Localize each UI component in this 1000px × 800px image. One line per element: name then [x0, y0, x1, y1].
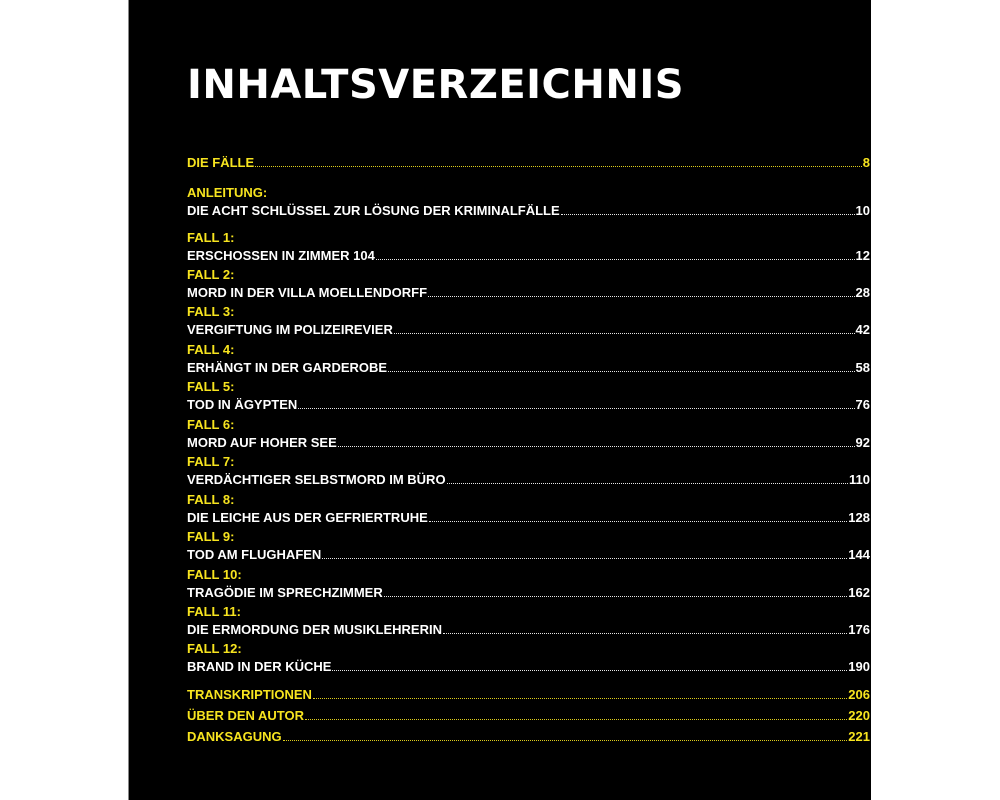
toc-section-label: FALL 1:	[187, 230, 235, 245]
toc-page-number: 10	[855, 203, 870, 218]
toc-page-number: 221	[848, 729, 870, 744]
toc-entry-title: MORD AUF HOHER SEE	[187, 435, 337, 450]
toc-section-label: FALL 3:	[187, 304, 235, 319]
toc-entry[interactable]: ÜBER DEN AUTOR 220	[187, 708, 870, 724]
toc-page-number: 128	[848, 510, 870, 525]
toc-entry-title: BRAND IN DER KÜCHE	[187, 659, 332, 674]
toc-page-number: 58	[855, 360, 870, 375]
toc-entry[interactable]: BRAND IN DER KÜCHE 190	[187, 659, 870, 675]
toc-section-label: FALL 8:	[187, 492, 235, 507]
toc-section-label: FALL 12:	[187, 641, 242, 656]
book-page: INHALTSVERZEICHNIS DIE FÄLLE 8 ANLEITUNG: D…	[128, 0, 871, 800]
toc-entry[interactable]: VERGIFTUNG IM POLIZEIREVIER 42	[187, 322, 870, 338]
toc-entry-title: DIE LEICHE AUS DER GEFRIERTRUHE	[187, 510, 428, 525]
toc-entry-title: ERSCHOSSEN IN ZIMMER 104	[187, 248, 375, 263]
toc-page-number: 92	[855, 435, 870, 450]
toc-entry-title: DIE ERMORDUNG DER MUSIKLEHRERIN	[187, 622, 442, 637]
toc-section-label: FALL 4:	[187, 342, 235, 357]
toc-entry-title: DIE FÄLLE	[187, 155, 255, 170]
toc-section-label: FALL 11:	[187, 604, 241, 619]
dot-leader	[322, 558, 848, 559]
toc-entry-title: MORD IN DER VILLA MOELLENDORFF	[187, 285, 428, 300]
dot-leader	[560, 214, 855, 215]
toc-page-number: 110	[849, 472, 870, 487]
toc-entry[interactable]: MORD AUF HOHER SEE 92	[187, 435, 870, 451]
toc-section-label: FALL 2:	[187, 267, 235, 282]
toc-entry[interactable]: DIE LEICHE AUS DER GEFRIERTRUHE 128	[187, 510, 870, 526]
toc-section-label: ANLEITUNG:	[187, 185, 268, 200]
dot-leader	[428, 296, 855, 297]
dot-leader	[388, 371, 855, 372]
toc-entry-title: TRANSKRIPTIONEN	[187, 687, 312, 702]
toc-entry[interactable]: ERSCHOSSEN IN ZIMMER 104 12	[187, 248, 870, 264]
toc-page-number: 42	[855, 322, 870, 337]
dot-leader	[375, 259, 855, 260]
toc-page-number: 162	[848, 585, 870, 600]
toc-page-number: 12	[855, 248, 870, 263]
toc-page-number: 28	[855, 285, 870, 300]
dot-leader	[282, 740, 848, 741]
toc-entry[interactable]: DANKSAGUNG 221	[187, 729, 870, 745]
toc-page-number: 144	[848, 547, 870, 562]
dot-leader	[305, 719, 848, 720]
toc-entry-title: VERDÄCHTIGER SELBSTMORD IM BÜRO	[187, 472, 446, 487]
dot-leader	[337, 446, 855, 447]
toc-section-label: FALL 6:	[187, 417, 235, 432]
toc-entry[interactable]: TOD AM FLUGHAFEN 144	[187, 547, 870, 563]
toc-section-label: FALL 10:	[187, 567, 242, 582]
toc-page-number: 176	[848, 622, 870, 637]
toc-entry-title: TOD AM FLUGHAFEN	[187, 547, 322, 562]
toc-entry-title: DIE ACHT SCHLÜSSEL ZUR LÖSUNG DER KRIMIN…	[187, 203, 560, 218]
dot-leader	[298, 408, 855, 409]
toc-section-label: FALL 7:	[187, 454, 235, 469]
dot-leader	[312, 698, 848, 699]
dot-leader	[393, 333, 855, 334]
toc-entry-title: ÜBER DEN AUTOR	[187, 708, 305, 723]
toc-entry[interactable]: ERHÄNGT IN DER GARDEROBE 58	[187, 360, 870, 376]
toc-page-number: 206	[848, 687, 870, 702]
dot-leader	[428, 521, 848, 522]
toc-entry-title: TOD IN ÄGYPTEN	[187, 397, 298, 412]
toc-section-label: FALL 9:	[187, 529, 235, 544]
toc-entry-title: ERHÄNGT IN DER GARDEROBE	[187, 360, 388, 375]
toc-entry[interactable]: VERDÄCHTIGER SELBSTMORD IM BÜRO 110	[187, 472, 870, 488]
toc-page-number: 190	[848, 659, 870, 674]
toc-page-number: 76	[855, 397, 870, 412]
toc-entry[interactable]: DIE FÄLLE 8	[187, 155, 870, 171]
dot-leader	[442, 633, 848, 634]
toc-entry[interactable]: DIE ERMORDUNG DER MUSIKLEHRERIN 176	[187, 622, 870, 638]
toc-page-number: 220	[848, 708, 870, 723]
toc-entry-title: TRAGÖDIE IM SPRECHZIMMER	[187, 585, 383, 600]
toc-entry[interactable]: DIE ACHT SCHLÜSSEL ZUR LÖSUNG DER KRIMIN…	[187, 203, 870, 219]
dot-leader	[255, 166, 862, 167]
toc-page-number: 8	[862, 155, 870, 170]
toc-entry-title: DANKSAGUNG	[187, 729, 282, 744]
toc-entry[interactable]: TOD IN ÄGYPTEN 76	[187, 397, 870, 413]
toc-entry-title: VERGIFTUNG IM POLIZEIREVIER	[187, 322, 393, 337]
dot-leader	[383, 596, 848, 597]
page-title: INHALTSVERZEICHNIS	[187, 62, 685, 108]
toc-section-label: FALL 5:	[187, 379, 235, 394]
dot-leader	[332, 670, 848, 671]
dot-leader	[446, 483, 849, 484]
toc-entry[interactable]: TRANSKRIPTIONEN 206	[187, 687, 870, 703]
toc-entry[interactable]: MORD IN DER VILLA MOELLENDORFF 28	[187, 285, 870, 301]
toc-entry[interactable]: TRAGÖDIE IM SPRECHZIMMER 162	[187, 585, 870, 601]
